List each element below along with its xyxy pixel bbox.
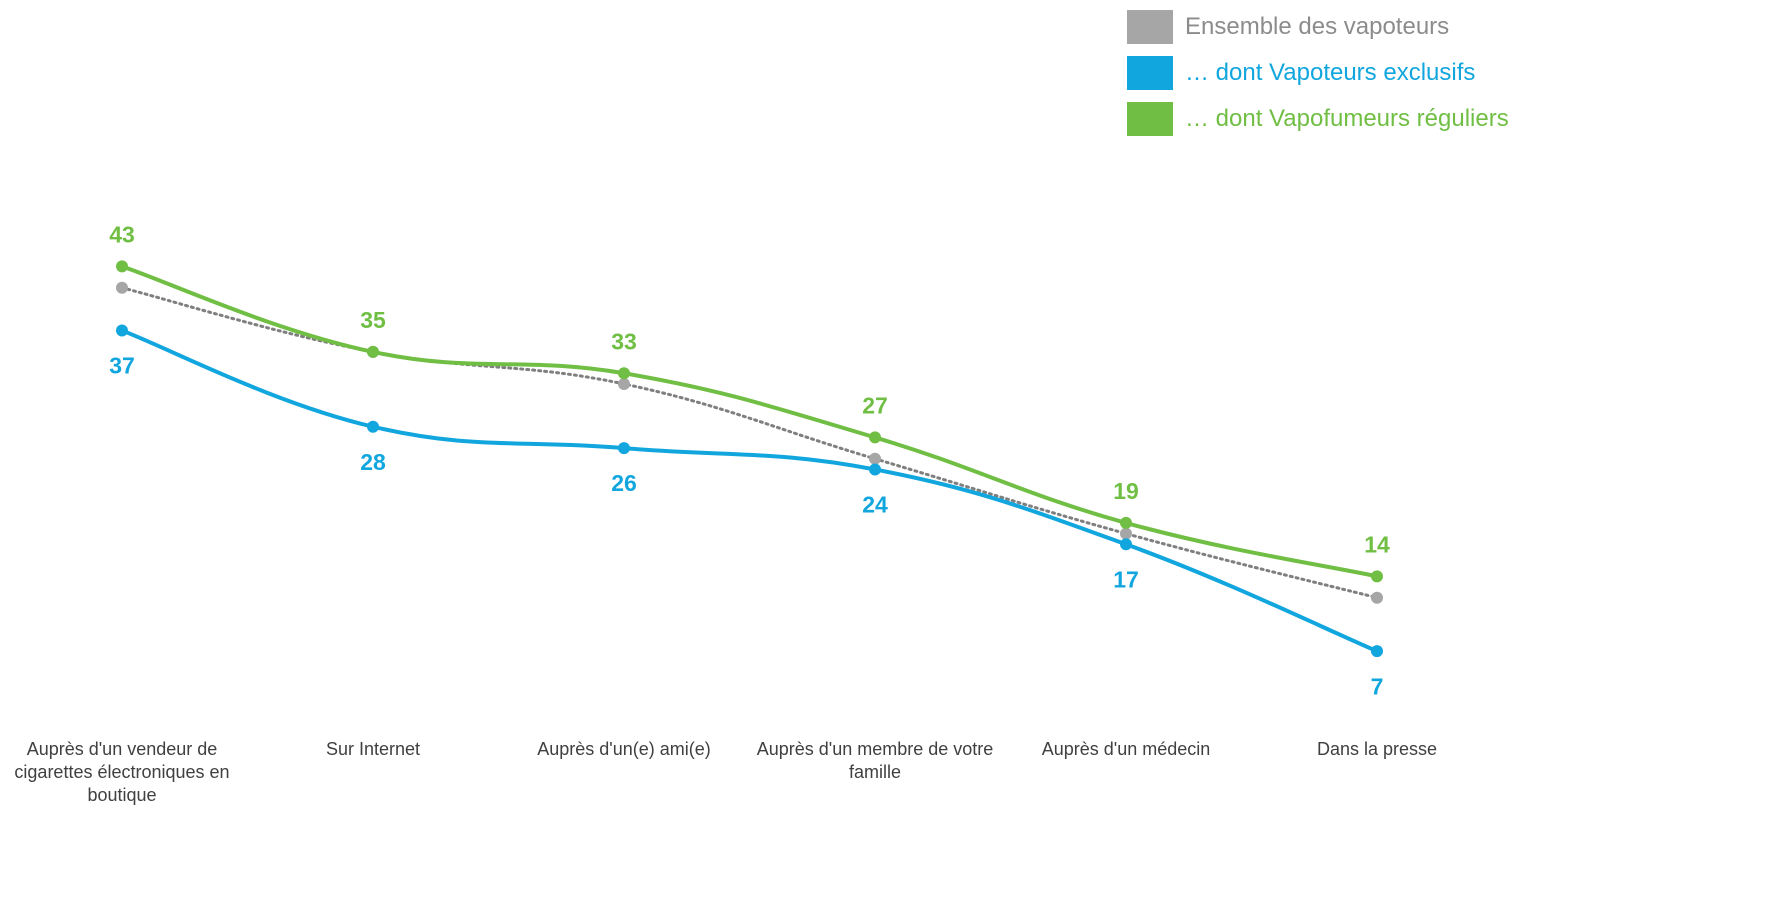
data-point bbox=[1120, 538, 1132, 551]
data-label: 24 bbox=[862, 492, 888, 518]
data-label: 17 bbox=[1113, 566, 1139, 592]
data-point bbox=[116, 260, 128, 273]
data-label: 43 bbox=[109, 221, 135, 247]
data-point bbox=[1120, 527, 1132, 540]
data-label: 26 bbox=[611, 470, 637, 496]
data-point bbox=[618, 377, 630, 390]
data-label: 35 bbox=[360, 307, 386, 333]
data-point bbox=[116, 324, 128, 337]
legend-label: Ensemble des vapoteurs bbox=[1185, 13, 1450, 40]
data-label: 33 bbox=[611, 328, 637, 354]
data-label: 14 bbox=[1364, 531, 1390, 557]
x-tick-label: Auprès d'un médecin bbox=[1041, 739, 1211, 759]
data-point bbox=[1120, 516, 1132, 529]
legend-label: … dont Vapofumeurs réguliers bbox=[1185, 105, 1509, 132]
x-tick-label: Dans la presse bbox=[1316, 739, 1438, 759]
data-point bbox=[367, 420, 379, 433]
legend-swatch bbox=[1127, 102, 1173, 136]
data-label: 27 bbox=[862, 392, 888, 418]
data-point bbox=[618, 442, 630, 455]
data-label: 7 bbox=[1371, 673, 1384, 699]
series-line bbox=[120, 264, 1379, 579]
x-tick-label: Auprès d'un vendeur de cigarettes électr… bbox=[14, 739, 230, 805]
data-point bbox=[367, 345, 379, 358]
data-point bbox=[1371, 570, 1383, 583]
data-label: 37 bbox=[109, 353, 135, 379]
series-line bbox=[120, 328, 1379, 654]
x-tick-label: Auprès d'un membre de votre famille bbox=[756, 739, 994, 782]
data-label: 19 bbox=[1113, 478, 1139, 504]
legend-swatch bbox=[1127, 10, 1173, 44]
data-point bbox=[869, 452, 881, 465]
data-label: 28 bbox=[360, 449, 386, 475]
legend-label: … dont Vapoteurs exclusifs bbox=[1185, 59, 1476, 86]
data-point bbox=[1371, 645, 1383, 658]
legend-swatch bbox=[1127, 56, 1173, 90]
data-point bbox=[1371, 591, 1383, 604]
data-point bbox=[618, 367, 630, 380]
data-point bbox=[869, 463, 881, 476]
data-point bbox=[116, 281, 128, 294]
x-tick-label: Auprès d'un(e) ami(e) bbox=[537, 739, 711, 759]
data-point bbox=[869, 431, 881, 444]
x-tick-label: Sur Internet bbox=[325, 739, 421, 759]
